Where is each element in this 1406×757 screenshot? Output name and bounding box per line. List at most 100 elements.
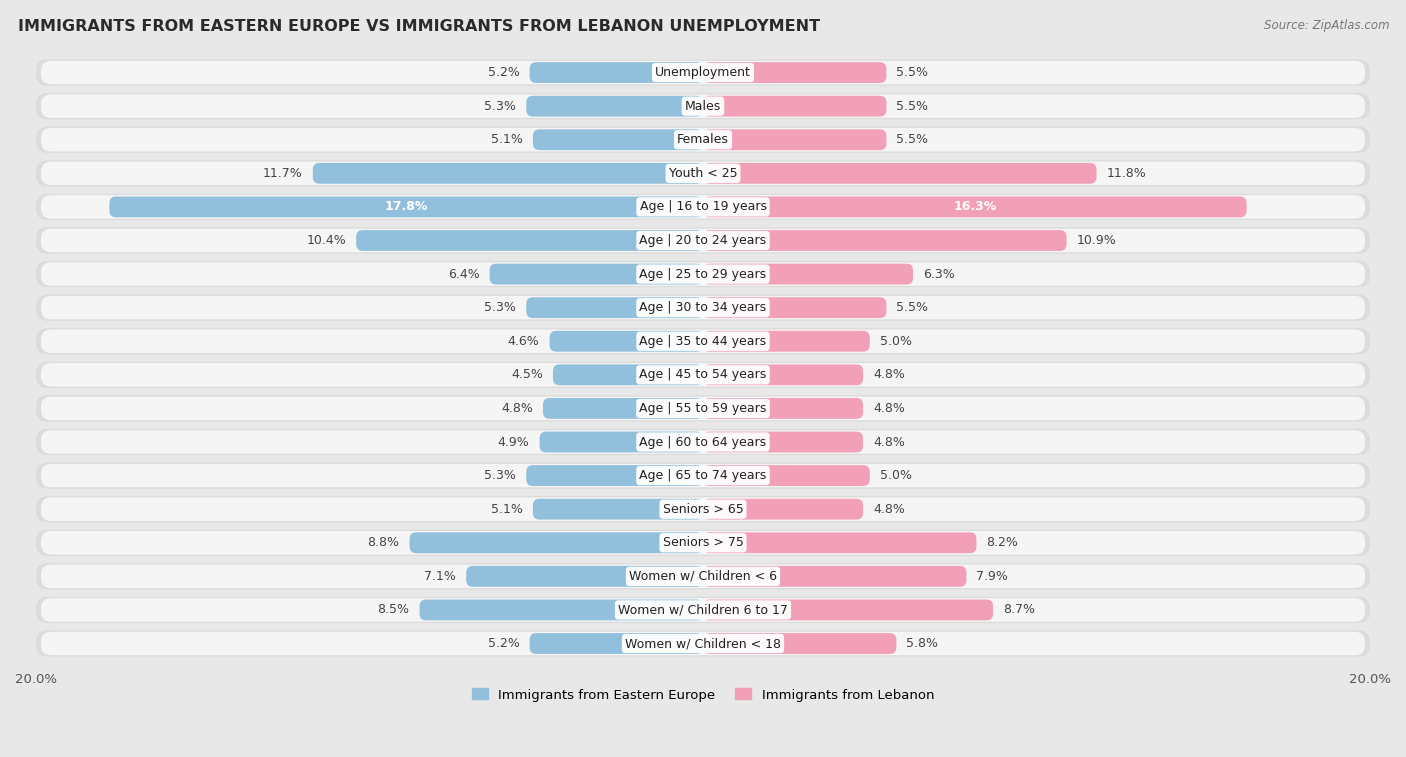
FancyBboxPatch shape xyxy=(703,499,863,519)
FancyBboxPatch shape xyxy=(489,263,703,285)
FancyBboxPatch shape xyxy=(37,60,1369,86)
FancyBboxPatch shape xyxy=(110,197,703,217)
Text: 8.2%: 8.2% xyxy=(987,536,1018,550)
Text: Females: Females xyxy=(678,133,728,146)
Text: 7.9%: 7.9% xyxy=(977,570,1008,583)
Text: 10.9%: 10.9% xyxy=(1077,234,1116,247)
FancyBboxPatch shape xyxy=(703,566,966,587)
Text: 5.0%: 5.0% xyxy=(880,469,911,482)
FancyBboxPatch shape xyxy=(530,62,703,83)
Text: Source: ZipAtlas.com: Source: ZipAtlas.com xyxy=(1264,19,1389,32)
Text: Age | 35 to 44 years: Age | 35 to 44 years xyxy=(640,335,766,347)
Text: 4.6%: 4.6% xyxy=(508,335,540,347)
FancyBboxPatch shape xyxy=(703,197,1247,217)
Text: Age | 65 to 74 years: Age | 65 to 74 years xyxy=(640,469,766,482)
FancyBboxPatch shape xyxy=(37,631,1369,656)
FancyBboxPatch shape xyxy=(37,227,1369,254)
FancyBboxPatch shape xyxy=(37,395,1369,422)
FancyBboxPatch shape xyxy=(703,398,863,419)
Text: Age | 60 to 64 years: Age | 60 to 64 years xyxy=(640,435,766,448)
Text: 5.2%: 5.2% xyxy=(488,637,520,650)
FancyBboxPatch shape xyxy=(41,161,1365,185)
Text: Age | 55 to 59 years: Age | 55 to 59 years xyxy=(640,402,766,415)
FancyBboxPatch shape xyxy=(703,263,912,285)
FancyBboxPatch shape xyxy=(526,298,703,318)
FancyBboxPatch shape xyxy=(41,61,1365,84)
FancyBboxPatch shape xyxy=(467,566,703,587)
FancyBboxPatch shape xyxy=(356,230,703,251)
FancyBboxPatch shape xyxy=(37,126,1369,153)
Text: Age | 30 to 34 years: Age | 30 to 34 years xyxy=(640,301,766,314)
Text: Age | 25 to 29 years: Age | 25 to 29 years xyxy=(640,267,766,281)
Text: 5.5%: 5.5% xyxy=(897,100,928,113)
FancyBboxPatch shape xyxy=(37,530,1369,556)
FancyBboxPatch shape xyxy=(703,163,1097,184)
Text: 11.8%: 11.8% xyxy=(1107,167,1146,180)
Text: 11.7%: 11.7% xyxy=(263,167,302,180)
FancyBboxPatch shape xyxy=(409,532,703,553)
Text: Age | 20 to 24 years: Age | 20 to 24 years xyxy=(640,234,766,247)
FancyBboxPatch shape xyxy=(41,329,1365,353)
FancyBboxPatch shape xyxy=(41,531,1365,555)
FancyBboxPatch shape xyxy=(41,229,1365,252)
FancyBboxPatch shape xyxy=(37,597,1369,623)
FancyBboxPatch shape xyxy=(37,429,1369,455)
FancyBboxPatch shape xyxy=(703,95,886,117)
Text: 4.8%: 4.8% xyxy=(873,369,905,382)
FancyBboxPatch shape xyxy=(41,263,1365,286)
FancyBboxPatch shape xyxy=(533,499,703,519)
Text: 17.8%: 17.8% xyxy=(384,201,427,213)
FancyBboxPatch shape xyxy=(533,129,703,150)
Text: 5.3%: 5.3% xyxy=(484,469,516,482)
FancyBboxPatch shape xyxy=(37,328,1369,354)
FancyBboxPatch shape xyxy=(41,128,1365,151)
FancyBboxPatch shape xyxy=(37,160,1369,186)
Text: 4.5%: 4.5% xyxy=(510,369,543,382)
FancyBboxPatch shape xyxy=(312,163,703,184)
FancyBboxPatch shape xyxy=(37,294,1369,321)
FancyBboxPatch shape xyxy=(41,464,1365,488)
Text: 4.8%: 4.8% xyxy=(501,402,533,415)
FancyBboxPatch shape xyxy=(419,600,703,620)
Legend: Immigrants from Eastern Europe, Immigrants from Lebanon: Immigrants from Eastern Europe, Immigran… xyxy=(467,684,939,707)
Text: 10.4%: 10.4% xyxy=(307,234,346,247)
Text: 8.7%: 8.7% xyxy=(1002,603,1035,616)
Text: Age | 45 to 54 years: Age | 45 to 54 years xyxy=(640,369,766,382)
FancyBboxPatch shape xyxy=(553,364,703,385)
FancyBboxPatch shape xyxy=(41,632,1365,656)
FancyBboxPatch shape xyxy=(37,563,1369,590)
Text: 4.9%: 4.9% xyxy=(498,435,530,448)
FancyBboxPatch shape xyxy=(540,431,703,453)
Text: Women w/ Children < 18: Women w/ Children < 18 xyxy=(626,637,780,650)
Text: Males: Males xyxy=(685,100,721,113)
FancyBboxPatch shape xyxy=(703,62,886,83)
Text: Seniors > 75: Seniors > 75 xyxy=(662,536,744,550)
Text: 7.1%: 7.1% xyxy=(425,570,456,583)
FancyBboxPatch shape xyxy=(703,466,870,486)
FancyBboxPatch shape xyxy=(41,497,1365,521)
FancyBboxPatch shape xyxy=(37,194,1369,220)
Text: 5.8%: 5.8% xyxy=(907,637,938,650)
FancyBboxPatch shape xyxy=(526,95,703,117)
FancyBboxPatch shape xyxy=(550,331,703,352)
Text: 8.5%: 8.5% xyxy=(378,603,409,616)
FancyBboxPatch shape xyxy=(526,466,703,486)
Text: 4.8%: 4.8% xyxy=(873,435,905,448)
FancyBboxPatch shape xyxy=(37,261,1369,287)
FancyBboxPatch shape xyxy=(41,430,1365,453)
Text: 4.8%: 4.8% xyxy=(873,503,905,516)
FancyBboxPatch shape xyxy=(41,95,1365,118)
Text: 8.8%: 8.8% xyxy=(367,536,399,550)
FancyBboxPatch shape xyxy=(41,363,1365,387)
FancyBboxPatch shape xyxy=(703,331,870,352)
FancyBboxPatch shape xyxy=(37,362,1369,388)
FancyBboxPatch shape xyxy=(703,532,977,553)
Text: 4.8%: 4.8% xyxy=(873,402,905,415)
Text: 5.5%: 5.5% xyxy=(897,133,928,146)
Text: Youth < 25: Youth < 25 xyxy=(669,167,737,180)
FancyBboxPatch shape xyxy=(41,195,1365,219)
FancyBboxPatch shape xyxy=(703,364,863,385)
Text: 5.5%: 5.5% xyxy=(897,301,928,314)
FancyBboxPatch shape xyxy=(530,633,703,654)
Text: Women w/ Children < 6: Women w/ Children < 6 xyxy=(628,570,778,583)
